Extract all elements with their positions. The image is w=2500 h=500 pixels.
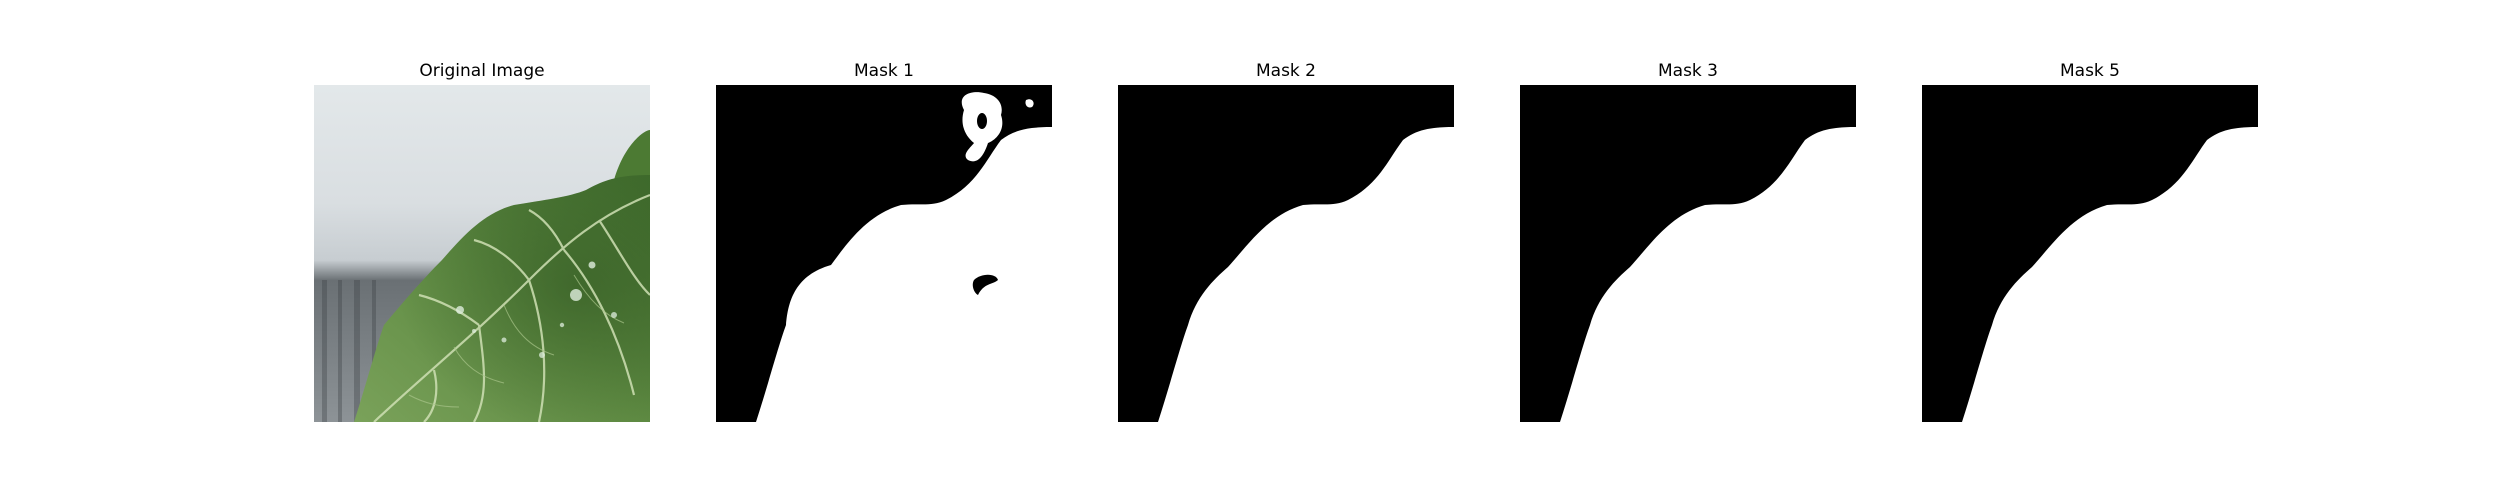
panel-title-mask-5: Mask 5	[2059, 61, 2120, 81]
panel-title-original-image: Original Image	[419, 61, 545, 81]
panel-title-mask-3: Mask 3	[1657, 61, 1718, 81]
mask-2-image	[1118, 85, 1454, 422]
mask-5-foreground	[1962, 127, 2258, 422]
water-droplets	[456, 261, 617, 358]
mask-1-image	[716, 85, 1052, 422]
panel-title-mask-1: Mask 1	[853, 61, 914, 81]
original-image	[314, 85, 650, 422]
mask-5-image	[1922, 85, 2258, 422]
mask-1-foreground	[756, 127, 1052, 422]
mask-1-hole	[972, 274, 998, 295]
panel-title-mask-2: Mask 2	[1255, 61, 1316, 81]
backdrop-stripes	[322, 280, 376, 422]
mask-2-foreground	[1158, 127, 1454, 422]
mask-3-foreground	[1560, 127, 1856, 422]
mask-3-image	[1520, 85, 1856, 422]
